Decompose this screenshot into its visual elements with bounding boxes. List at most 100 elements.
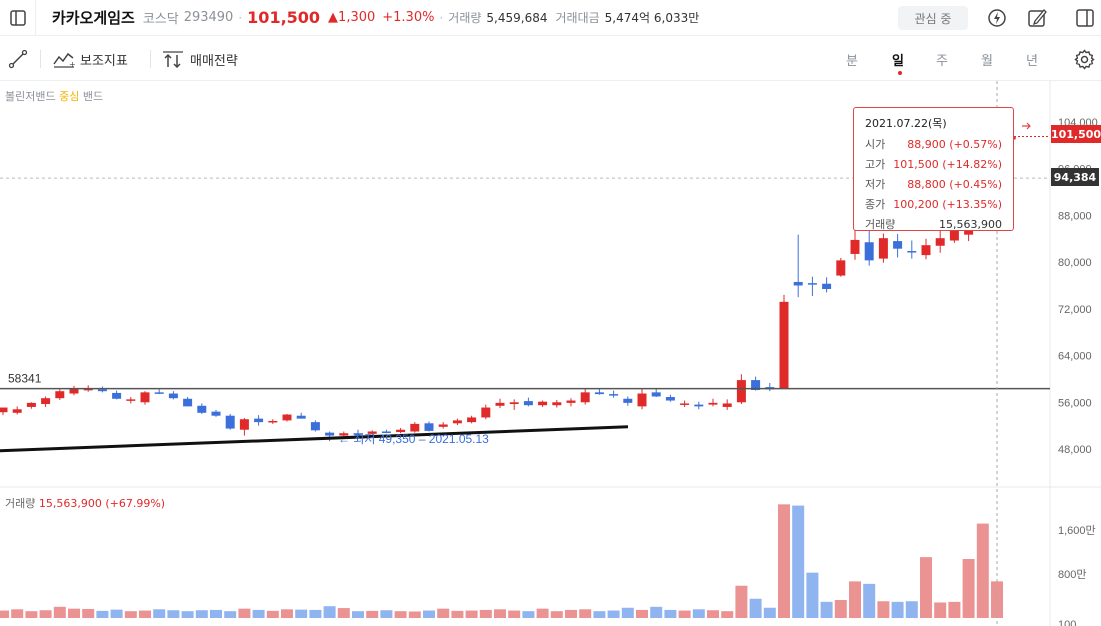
candle-body [211, 411, 221, 416]
volume-bar [692, 609, 705, 618]
candle-body [97, 389, 107, 392]
candle-body [921, 245, 931, 256]
volume-bar [366, 610, 379, 618]
volume-bar [465, 610, 478, 618]
volume-bar [224, 611, 237, 618]
volume-bar [380, 610, 393, 618]
volume-bar [962, 559, 975, 618]
volume-bar [849, 581, 861, 618]
amount-value: 5,474억 6,033만 [604, 11, 700, 25]
tooltip-row-open: 시가 88,900 (+0.57%) [865, 134, 1002, 154]
candle-body [282, 414, 292, 421]
bollinger-name: 볼린저밴드 [5, 90, 56, 103]
volume-bar [806, 572, 819, 618]
market-name: 코스닥 [142, 12, 179, 27]
volume-bar [678, 610, 691, 618]
volume-bar [863, 583, 876, 618]
candle-body [410, 423, 420, 432]
candle-body [694, 404, 704, 407]
period-year[interactable]: 년 [1026, 54, 1038, 69]
volume-bar [281, 609, 293, 618]
stock-name: 카카오게임즈 [52, 9, 135, 27]
period-minute[interactable]: 분 [846, 54, 858, 69]
volume-bar [295, 609, 308, 618]
tooltip-row-high: 고가 101,500 (+14.82%) [865, 154, 1002, 174]
candle-body [353, 433, 363, 435]
volume-bar [25, 611, 38, 618]
candle-body [736, 380, 746, 403]
volume-bar [778, 504, 790, 618]
candle-body [665, 397, 675, 401]
volume-label: 거래량 [448, 11, 482, 25]
candle-body [126, 399, 136, 401]
panel-right-icon[interactable] [1072, 5, 1098, 31]
edit-icon[interactable] [1024, 5, 1050, 31]
candle-body [609, 394, 619, 396]
candle-body [552, 402, 562, 406]
candle-body [680, 403, 690, 405]
panel-left-icon[interactable] [0, 0, 36, 36]
indicator-label: 보조지표 [80, 53, 128, 69]
volume-bar [408, 611, 421, 618]
tooltip-value: 15,563,900 [939, 217, 1002, 231]
strategy-button[interactable]: 매매전략 [162, 48, 238, 70]
toolbar-divider [40, 50, 41, 68]
candle-body [452, 420, 462, 424]
volume-bar [323, 606, 336, 618]
tooltip-key: 저가 [865, 178, 886, 191]
candle-body [594, 392, 604, 395]
strategy-label: 매매전략 [190, 53, 238, 69]
bollinger-band: 밴드 [82, 90, 104, 103]
volume-bar [494, 609, 506, 618]
volume-bar [948, 601, 961, 618]
draw-line-icon[interactable] [8, 48, 28, 70]
period-month[interactable]: 월 [981, 54, 993, 69]
indicator-button[interactable]: + 보조지표 [53, 48, 128, 70]
candle-body [396, 429, 406, 433]
candle-body [495, 402, 505, 406]
candle-body [822, 283, 832, 289]
tooltip-row-low: 저가 88,800 (+0.45%) [865, 174, 1002, 194]
flash-icon[interactable] [984, 5, 1010, 31]
volume-bar [508, 610, 521, 618]
candle-body [225, 415, 235, 429]
volume-bar [139, 610, 151, 618]
tooltip-row-close: 종가 100,200 (+13.35%) [865, 194, 1002, 214]
candle-body [26, 402, 36, 407]
candle-body [168, 393, 178, 399]
candle-body [509, 402, 519, 405]
volume-bar [536, 608, 549, 618]
crosshair-price-tag: 94,384 [1051, 168, 1099, 186]
candle-body [864, 242, 874, 261]
price-change: ▲1,300 [328, 10, 376, 25]
volume-bar [238, 608, 251, 618]
favorite-button[interactable]: 관심 중 [898, 6, 968, 30]
current-price: 101,500 [247, 8, 321, 27]
candle-body [424, 423, 434, 431]
volume-bar [522, 611, 535, 618]
indicator-chart-icon: + [53, 50, 75, 68]
tooltip-value: 88,800 (+0.45%) [907, 177, 1002, 191]
volume-bar [891, 601, 904, 618]
volume-bar [39, 610, 52, 618]
volume-bar [181, 611, 194, 618]
volume-bar [195, 610, 208, 618]
volume-bar [707, 610, 719, 618]
gear-icon[interactable] [1074, 48, 1095, 70]
period-day[interactable]: 일 [892, 54, 904, 69]
amount-label: 거래대금 [555, 11, 600, 25]
candle-body [907, 251, 917, 253]
candle-body [878, 238, 888, 259]
support-line-label: 58341 [8, 372, 42, 386]
volume-bar [607, 610, 620, 618]
candle-body [183, 398, 193, 407]
volume-bar [68, 608, 80, 618]
tooltip-key: 거래량 [865, 218, 896, 231]
period-week[interactable]: 주 [936, 54, 948, 69]
candle-body [0, 407, 8, 413]
volume-panel-value: 15,563,900 (+67.99%) [38, 497, 166, 510]
tooltip-value: 101,500 (+14.82%) [893, 157, 1002, 171]
candle-body [296, 415, 306, 419]
volume-bar [920, 557, 932, 618]
